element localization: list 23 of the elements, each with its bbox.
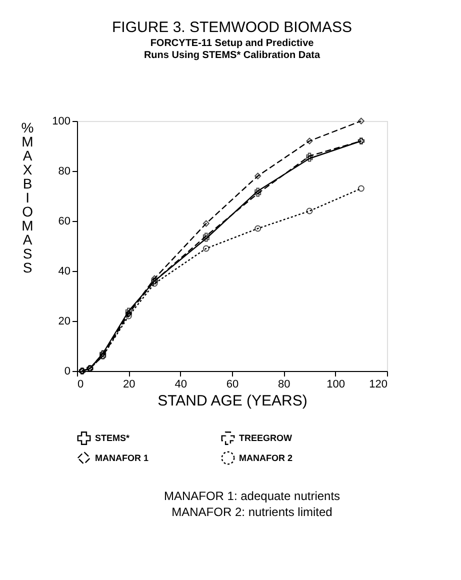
text: MANAFOR 1: adequate nutrients (164, 489, 340, 503)
text: MANAFOR 2: nutrients limited (172, 505, 332, 519)
legend-label: MANAFOR 2 (239, 453, 292, 463)
x-tick-label: 20 (123, 378, 136, 390)
legend-label: TREEGROW (239, 433, 293, 444)
x-axis-title: STAND AGE (YEARS) (158, 392, 308, 410)
chart-title: FIGURE 3. STEMWOOD BIOMASS (112, 19, 352, 36)
legend-label: MANAFOR 1 (95, 453, 148, 463)
y-tick-label: 0 (64, 366, 70, 378)
chart-subtitle: FORCYTE-11 Setup and Predictive Runs Using STEMS* Calibration Data (144, 38, 320, 61)
y-tick-label: 100 (52, 116, 70, 128)
text: % MAX BIOMASS (21, 120, 34, 276)
legend-label: STEMS* (95, 433, 130, 444)
x-tick-label: 40 (174, 378, 187, 390)
x-tick-label: 80 (278, 378, 290, 390)
y-tick-label: 40 (58, 266, 70, 278)
y-tick-label: 60 (58, 216, 70, 228)
x-tick-label: 100 (326, 378, 346, 390)
x-tick-label: 0 (78, 378, 84, 390)
y-tick-label: 80 (58, 166, 70, 178)
y-tick-label: 20 (58, 316, 70, 328)
x-tick-label: 120 (369, 378, 388, 390)
x-tick-label: 60 (226, 378, 239, 390)
